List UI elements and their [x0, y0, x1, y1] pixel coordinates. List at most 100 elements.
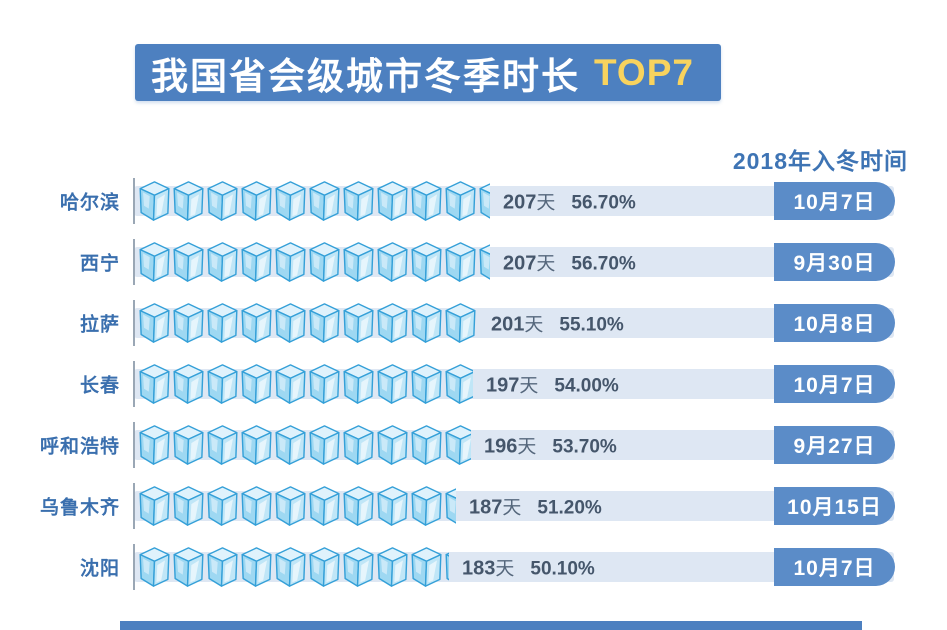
date-badge: 10月8日 — [774, 304, 895, 342]
percent-value: 50.10% — [530, 558, 595, 580]
days-value: 187 — [469, 496, 503, 519]
days-unit-label: 天 — [502, 497, 522, 519]
ice-cube-icon — [376, 485, 409, 527]
ice-cube-icon — [274, 180, 307, 222]
table-row: 沈阳 183 天 50.10% 10月7日 — [0, 543, 947, 591]
ice-cube-icon — [274, 485, 307, 527]
ice-cube-icon — [172, 363, 205, 405]
bar-value-labels: 197 天 54.00% — [486, 371, 619, 398]
days-value: 207 — [503, 191, 537, 214]
ice-cube-icon — [240, 363, 273, 405]
bar-value-labels: 207 天 56.70% — [503, 188, 636, 215]
axis-tick — [133, 361, 135, 407]
ice-cube-icon — [138, 302, 171, 344]
city-label: 拉萨 — [79, 314, 120, 336]
ice-cube-icon — [172, 302, 205, 344]
ice-cube-icon — [342, 241, 375, 283]
table-row: 拉萨 201 天 55.10% 10月8日 — [0, 299, 947, 347]
ice-cube-bar — [138, 180, 490, 222]
ice-cube-icon — [342, 180, 375, 222]
ice-cube-icon — [444, 180, 477, 222]
ice-cube-icon — [308, 363, 341, 405]
page-title-highlight: TOP7 — [594, 51, 694, 93]
ice-cube-icon — [444, 302, 477, 344]
ice-cube-icon — [376, 241, 409, 283]
days-unit-label: 天 — [536, 192, 556, 214]
ice-cube-icon — [308, 485, 341, 527]
ice-cube-icon — [240, 485, 273, 527]
ice-cube-icon — [172, 485, 205, 527]
table-row: 呼和浩特 196 天 53.70% 9月27日 — [0, 421, 947, 469]
days-unit-label: 天 — [495, 558, 515, 580]
table-row: 哈尔滨 207 天 56.70% 10月7日 — [0, 177, 947, 225]
ice-cube-bar — [138, 363, 473, 405]
bar-value-labels: 187 天 51.20% — [469, 493, 602, 520]
page-title: 我国省会级城市冬季时长 — [151, 55, 580, 97]
days-value: 207 — [503, 252, 537, 275]
bar-value-labels: 183 天 50.10% — [462, 554, 595, 581]
days-unit-label: 天 — [524, 314, 544, 336]
axis-tick — [133, 544, 135, 590]
bar-value-labels: 207 天 56.70% — [503, 249, 636, 276]
ice-cube-bar — [138, 485, 456, 527]
ice-cube-icon — [172, 180, 205, 222]
percent-value: 55.10% — [559, 314, 624, 336]
days-unit-label: 天 — [519, 375, 539, 397]
date-badge: 10月7日 — [774, 182, 895, 220]
ice-cube-icon — [274, 241, 307, 283]
ice-cube-icon — [410, 363, 443, 405]
percent-value: 56.70% — [571, 192, 636, 214]
ice-cube-icon — [172, 424, 205, 466]
ice-cube-icon — [410, 424, 443, 466]
ice-cube-icon — [138, 180, 171, 222]
percent-value: 51.20% — [537, 497, 602, 519]
ice-cube-icon — [308, 546, 341, 588]
city-label: 沈阳 — [79, 558, 120, 580]
ice-cube-icon — [376, 363, 409, 405]
days-unit-label: 天 — [517, 436, 537, 458]
city-label: 哈尔滨 — [59, 192, 120, 214]
bar-value-labels: 196 天 53.70% — [484, 432, 617, 459]
axis-tick — [133, 483, 135, 529]
ice-cube-icon — [308, 424, 341, 466]
ice-cube-icon — [376, 424, 409, 466]
date-badge: 10月15日 — [774, 487, 895, 525]
ice-cube-bar — [138, 546, 449, 588]
ice-cube-icon — [206, 485, 239, 527]
ice-cube-icon — [240, 302, 273, 344]
ice-cube-icon — [206, 241, 239, 283]
days-value: 196 — [484, 435, 518, 458]
ice-cube-icon — [274, 546, 307, 588]
table-row: 乌鲁木齐 187 天 51.20% 10月15日 — [0, 482, 947, 530]
table-row: 长春 197 天 54.00% 10月7日 — [0, 360, 947, 408]
axis-tick — [133, 178, 135, 224]
days-unit-label: 天 — [536, 253, 556, 275]
axis-tick — [133, 422, 135, 468]
table-row: 西宁 207 天 56.70% 9月30日 — [0, 238, 947, 286]
ice-cube-icon — [206, 363, 239, 405]
percent-value: 53.70% — [552, 436, 617, 458]
axis-tick — [133, 300, 135, 346]
partial-ice-cube-icon — [478, 180, 490, 222]
date-column-header: 2018年入冬时间 — [732, 148, 908, 174]
footer-accent-bar — [120, 621, 862, 630]
ice-cube-icon — [138, 363, 171, 405]
partial-ice-cube-icon — [444, 363, 473, 405]
date-badge: 9月30日 — [774, 243, 895, 281]
city-label: 西宁 — [79, 253, 120, 275]
percent-value: 54.00% — [554, 375, 619, 397]
ice-cube-icon — [376, 546, 409, 588]
ice-cube-icon — [410, 485, 443, 527]
date-badge: 9月27日 — [774, 426, 895, 464]
days-value: 197 — [486, 374, 520, 397]
ice-cube-icon — [172, 546, 205, 588]
ice-cube-icon — [172, 241, 205, 283]
ice-cube-icon — [274, 363, 307, 405]
ice-cube-icon — [240, 180, 273, 222]
days-value: 183 — [462, 557, 496, 580]
ice-cube-icon — [342, 485, 375, 527]
partial-ice-cube-icon — [478, 241, 490, 283]
ice-cube-icon — [138, 485, 171, 527]
partial-ice-cube-icon — [444, 424, 471, 466]
